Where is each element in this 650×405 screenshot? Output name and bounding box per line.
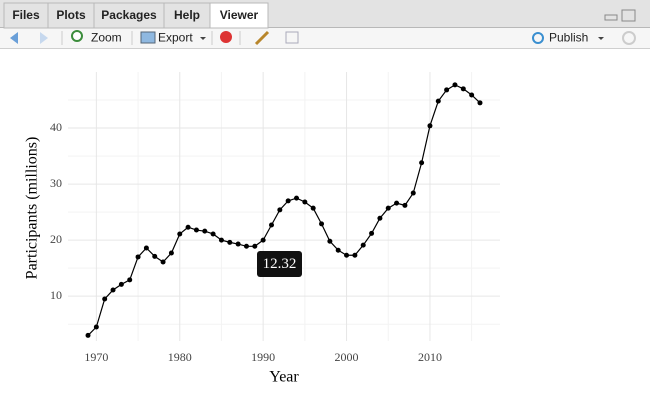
data-point bbox=[410, 190, 416, 196]
data-point bbox=[402, 202, 408, 208]
refresh-icon[interactable] bbox=[622, 31, 636, 45]
data-point bbox=[444, 87, 450, 93]
data-point bbox=[302, 199, 308, 205]
data-point bbox=[160, 259, 166, 265]
export-icon[interactable] bbox=[140, 31, 156, 44]
zoom-button[interactable]: Zoom bbox=[91, 31, 122, 45]
y-axis-title: Participants (millions) bbox=[24, 137, 41, 280]
data-point bbox=[177, 231, 183, 237]
forward-icon[interactable] bbox=[40, 32, 48, 44]
data-point bbox=[135, 254, 141, 260]
data-point bbox=[369, 230, 375, 236]
data-point bbox=[227, 239, 233, 245]
data-point bbox=[102, 296, 108, 302]
tooltip-bg bbox=[257, 251, 302, 277]
data-point bbox=[202, 228, 208, 234]
dropdown-arrow bbox=[598, 37, 604, 40]
dropdown-arrow bbox=[200, 37, 206, 40]
tooltip-text: 12.32 bbox=[263, 256, 297, 272]
y-tick-label: 30 bbox=[50, 176, 62, 190]
publish-icon[interactable] bbox=[532, 32, 544, 44]
data-point bbox=[210, 231, 216, 237]
data-point bbox=[93, 324, 99, 330]
x-tick-label: 2000 bbox=[335, 350, 359, 364]
publish-button[interactable]: Publish bbox=[549, 31, 588, 45]
y-tick-label: 10 bbox=[50, 288, 62, 302]
data-point bbox=[294, 195, 300, 201]
data-point bbox=[285, 198, 291, 204]
back-icon[interactable] bbox=[10, 32, 18, 44]
x-tick-label: 1980 bbox=[168, 350, 192, 364]
data-point bbox=[377, 215, 383, 221]
data-point bbox=[477, 100, 483, 106]
x-tick-label: 1970 bbox=[84, 350, 108, 364]
plot-area bbox=[68, 72, 500, 341]
data-point bbox=[327, 238, 333, 244]
data-point bbox=[335, 247, 341, 253]
data-point bbox=[268, 222, 274, 228]
data-point bbox=[469, 92, 475, 98]
data-point bbox=[143, 245, 149, 251]
tab[interactable] bbox=[3, 2, 49, 29]
tab[interactable] bbox=[93, 2, 165, 29]
data-point bbox=[344, 252, 350, 258]
data-point bbox=[460, 86, 466, 92]
tab-label[interactable]: Plots bbox=[56, 8, 86, 22]
tab[interactable] bbox=[209, 2, 269, 29]
data-point bbox=[235, 241, 241, 247]
data-point bbox=[385, 205, 391, 211]
tab-label[interactable]: Packages bbox=[101, 8, 157, 22]
data-point bbox=[277, 207, 283, 213]
zoom-icon[interactable] bbox=[71, 30, 83, 42]
data-point bbox=[127, 277, 133, 283]
data-point bbox=[110, 287, 116, 293]
tab-label[interactable]: Help bbox=[174, 8, 200, 22]
tab-label[interactable]: Viewer bbox=[220, 8, 259, 22]
data-point bbox=[185, 224, 191, 230]
data-point bbox=[85, 332, 91, 338]
data-point bbox=[260, 237, 266, 243]
export-button[interactable]: Export bbox=[158, 31, 193, 45]
data-point bbox=[193, 227, 199, 233]
toolbar bbox=[0, 28, 650, 49]
data-point bbox=[243, 243, 249, 249]
data-point bbox=[118, 281, 124, 287]
x-axis-title: Year bbox=[269, 369, 299, 386]
data-point bbox=[427, 123, 433, 129]
data-point bbox=[352, 252, 358, 258]
x-tick-label: 2010 bbox=[418, 350, 442, 364]
data-point bbox=[319, 221, 325, 227]
popout-icon[interactable] bbox=[285, 31, 299, 44]
data-point bbox=[419, 160, 425, 166]
clear-icon[interactable] bbox=[254, 30, 270, 46]
data-point bbox=[452, 82, 458, 88]
y-tick-label: 20 bbox=[50, 232, 62, 246]
data-point bbox=[168, 250, 174, 256]
data-point bbox=[152, 253, 158, 259]
tab-label[interactable]: Files bbox=[12, 8, 40, 22]
data-point bbox=[394, 200, 400, 206]
data-point bbox=[360, 242, 366, 248]
data-point bbox=[218, 237, 224, 243]
remove-icon[interactable] bbox=[220, 31, 232, 43]
data-point bbox=[310, 205, 316, 211]
maximize-icon[interactable] bbox=[621, 9, 636, 22]
data-point bbox=[435, 98, 441, 104]
data-point bbox=[252, 243, 258, 249]
minimize-icon[interactable] bbox=[604, 14, 618, 21]
x-tick-label: 1990 bbox=[251, 350, 275, 364]
y-tick-label: 40 bbox=[50, 120, 62, 134]
